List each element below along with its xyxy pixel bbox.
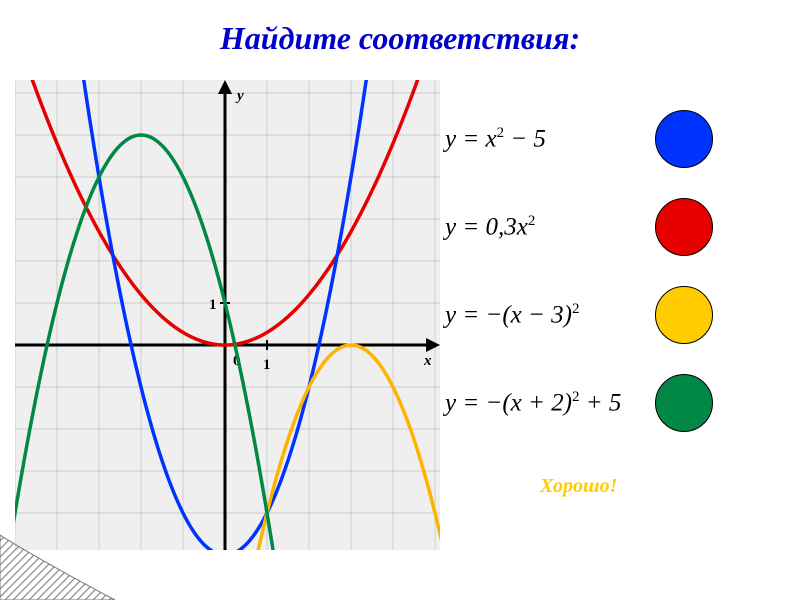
slide-root: Найдите соответствия: yx011 y = x2 − 5y …: [0, 0, 800, 600]
color-dot-1[interactable]: [655, 198, 713, 256]
formula-list: y = x2 − 5 y = 0,3x2 y = −(x − 3)2 y = −(x …: [445, 110, 713, 462]
decoration-hatch: [0, 525, 115, 600]
svg-text:x: x: [423, 353, 432, 369]
chart-container: yx011: [15, 80, 440, 550]
formula-row-3: y = −(x + 2)2 + 5: [445, 374, 713, 432]
formula-row-1: y = 0,3x2: [445, 198, 713, 256]
formula-0: y = x2 − 5: [445, 125, 655, 153]
feedback-text: Хорошо!: [540, 475, 617, 498]
slide-title: Найдите соответствия:: [0, 20, 800, 57]
color-dot-2[interactable]: [655, 286, 713, 344]
color-dot-0[interactable]: [655, 110, 713, 168]
formula-row-0: y = x2 − 5: [445, 110, 713, 168]
chart-svg: yx011: [15, 80, 440, 550]
color-dot-3[interactable]: [655, 374, 713, 432]
formula-row-2: y = −(x − 3)2: [445, 286, 713, 344]
svg-text:y: y: [235, 88, 244, 104]
svg-text:1: 1: [209, 297, 217, 313]
formula-2: y = −(x − 3)2: [445, 301, 655, 329]
formula-1: y = 0,3x2: [445, 213, 655, 241]
svg-text:1: 1: [263, 357, 271, 373]
formula-3: y = −(x + 2)2 + 5: [445, 389, 655, 417]
